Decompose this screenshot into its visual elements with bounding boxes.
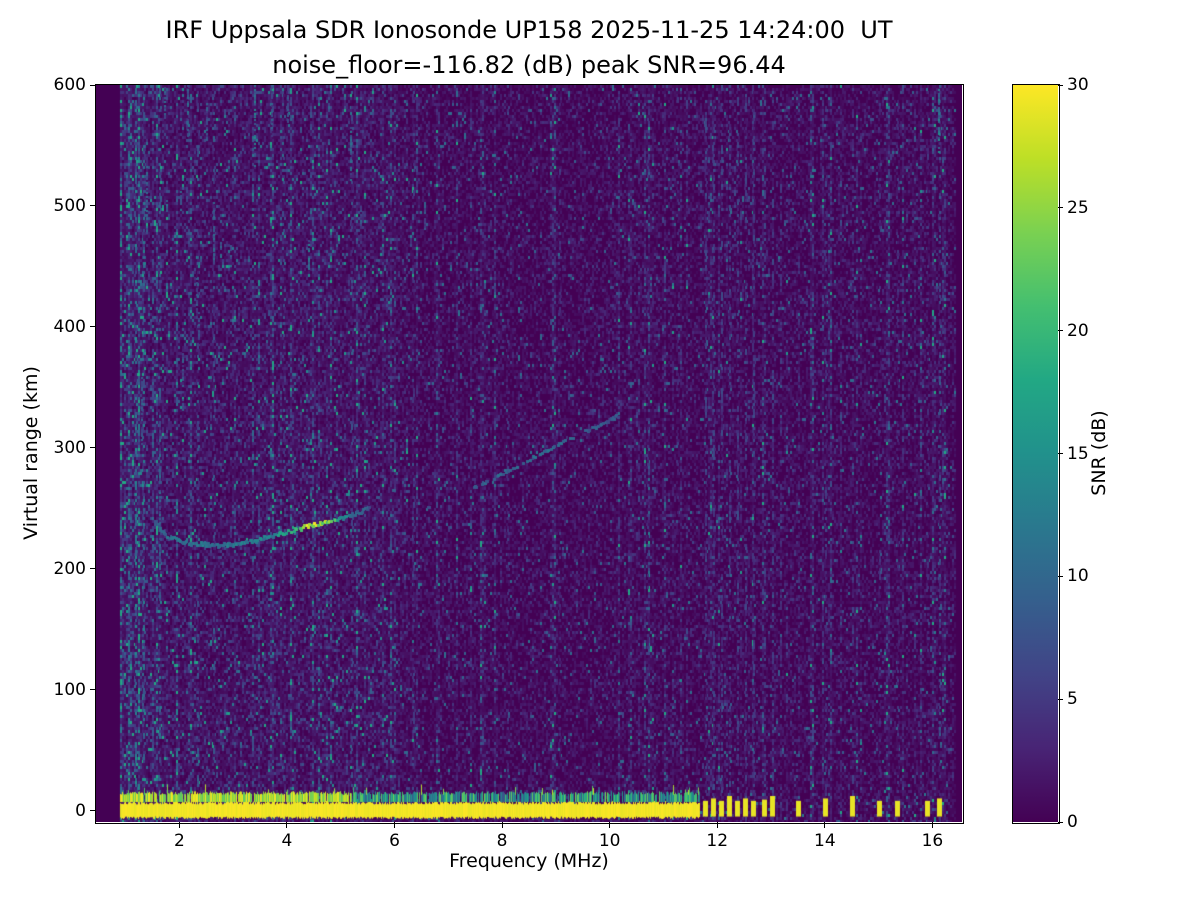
y-tick-mark (90, 568, 96, 570)
x-tick-label: 10 (598, 831, 621, 851)
x-tick-label: 8 (496, 831, 508, 851)
x-tick-label: 12 (706, 831, 729, 851)
colorbar-tick-label: 15 (1067, 443, 1089, 464)
ionogram-heatmap (96, 85, 962, 822)
chart-subtitle: noise_floor=-116.82 (dB) peak SNR=96.44 (272, 51, 786, 79)
colorbar-tick-mark (1058, 207, 1063, 209)
y-axis-label: Virtual range (km) (20, 366, 42, 540)
x-tick-mark (286, 822, 288, 828)
x-tick-label: 2 (173, 831, 185, 851)
y-tick-label: 100 (53, 679, 86, 700)
y-tick-label: 300 (53, 437, 86, 458)
x-tick-label: 14 (814, 831, 836, 851)
y-tick-mark (90, 326, 96, 328)
y-tick-label: 400 (53, 316, 86, 337)
colorbar-gradient (1013, 85, 1058, 822)
colorbar-tick-label: 10 (1067, 566, 1089, 587)
colorbar-tick-mark (1058, 575, 1063, 577)
x-tick-mark (501, 822, 503, 828)
x-tick-mark (824, 822, 826, 828)
colorbar-tick-mark (1058, 821, 1063, 823)
x-tick-mark (394, 822, 396, 828)
colorbar-tick-label: 25 (1067, 197, 1089, 218)
colorbar-tick-label: 20 (1067, 320, 1089, 341)
colorbar-tick-mark (1058, 698, 1063, 700)
colorbar-tick-label: 5 (1067, 689, 1078, 710)
y-tick-mark (90, 84, 96, 86)
y-tick-mark (90, 205, 96, 207)
y-tick-mark (90, 810, 96, 811)
x-tick-mark (931, 822, 933, 828)
y-tick-label: 0 (75, 800, 86, 821)
colorbar-tick-mark (1058, 84, 1063, 86)
colorbar-label: SNR (dB) (1088, 410, 1110, 496)
x-axis-label: Frequency (MHz) (449, 850, 609, 872)
colorbar-tick-mark (1058, 453, 1063, 454)
x-tick-label: 6 (389, 831, 400, 851)
x-tick-label: 4 (281, 831, 293, 851)
colorbar-tick-label: 30 (1067, 75, 1089, 95)
colorbar-tick-mark (1058, 330, 1063, 332)
y-tick-label: 200 (53, 558, 86, 579)
y-tick-mark (90, 447, 96, 449)
y-tick-mark (90, 689, 96, 691)
x-tick-label: 16 (921, 831, 944, 851)
colorbar-tick-label: 0 (1067, 812, 1078, 832)
y-tick-label: 500 (53, 195, 86, 216)
x-tick-mark (716, 822, 718, 828)
chart-title: IRF Uppsala SDR Ionosonde UP158 2025-11-… (165, 16, 893, 44)
y-tick-label: 600 (53, 75, 86, 95)
x-tick-mark (178, 822, 180, 828)
x-tick-mark (609, 822, 611, 828)
